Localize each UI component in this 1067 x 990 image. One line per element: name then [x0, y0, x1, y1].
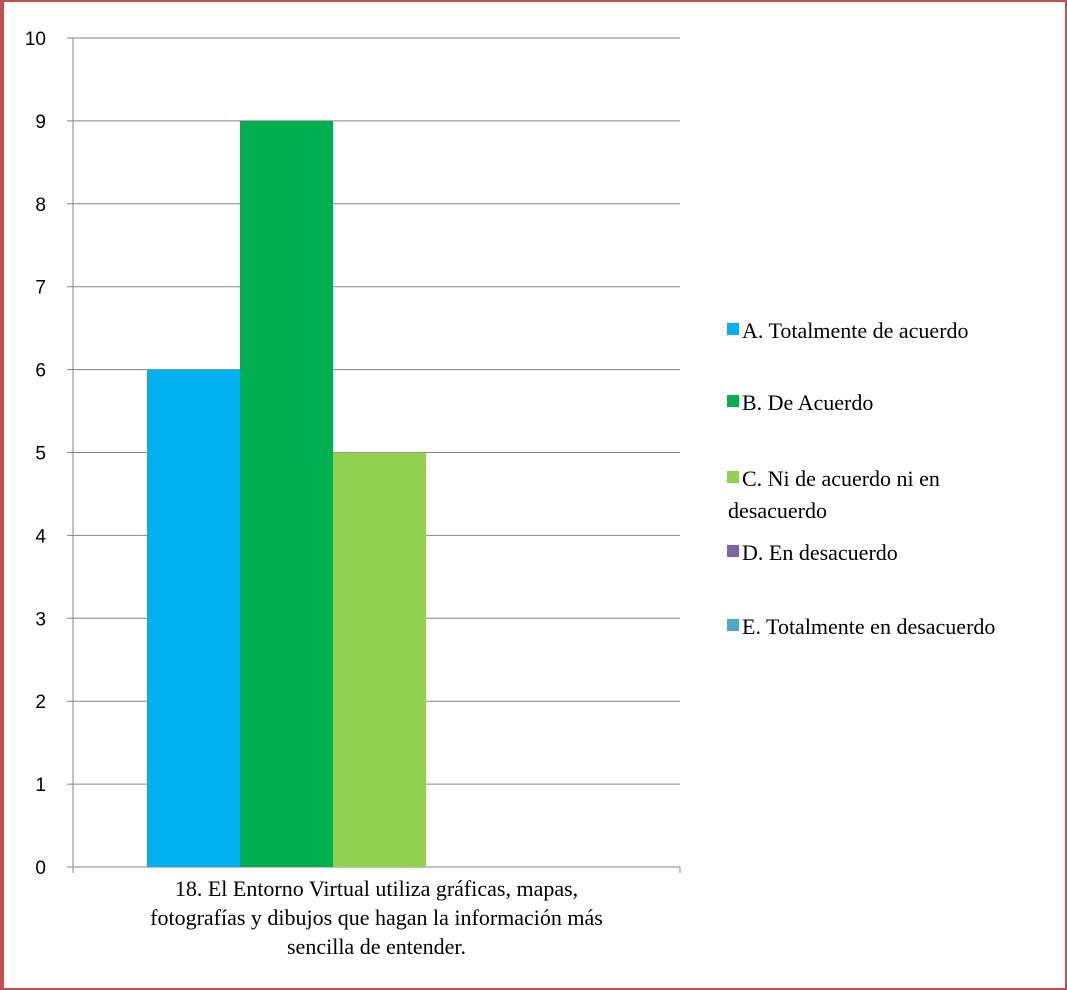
y-tick-label: 1	[35, 775, 46, 796]
legend-entry: B. De Acuerdo	[742, 390, 873, 415]
y-tick-label: 4	[35, 526, 46, 547]
y-tick-label: 0	[35, 858, 46, 879]
x-category-label: fotografías y dibujos que hagan la infor…	[150, 905, 603, 930]
y-tick-label: 9	[35, 112, 46, 133]
bar-a	[147, 369, 240, 867]
y-tick-label: 5	[35, 444, 46, 465]
y-tick-label: 8	[35, 195, 46, 216]
legend-swatch	[727, 545, 739, 557]
legend-swatch	[727, 323, 739, 335]
legend-entry: D. En desacuerdo	[742, 540, 898, 565]
y-tick-label: 2	[35, 692, 46, 713]
legend-entry: C. Ni de acuerdo ni en	[742, 466, 940, 491]
x-category-label: sencilla de entender.	[287, 934, 466, 959]
legend-swatch	[727, 395, 739, 407]
y-tick-label: 6	[35, 361, 46, 382]
y-tick-label: 10	[25, 29, 46, 50]
x-category-label: 18. El Entorno Virtual utiliza gráficas,…	[175, 876, 578, 901]
legend-entry: E. Totalmente en desacuerdo	[742, 614, 995, 639]
legend-swatch	[727, 471, 739, 483]
y-tick-label: 3	[35, 609, 46, 630]
legend-swatch	[727, 619, 739, 631]
bar-c	[333, 452, 426, 867]
legend-entry: desacuerdo	[728, 498, 827, 523]
bar-b	[240, 120, 333, 867]
legend-entry: A. Totalmente de acuerdo	[742, 318, 969, 343]
y-tick-label: 7	[35, 278, 46, 299]
